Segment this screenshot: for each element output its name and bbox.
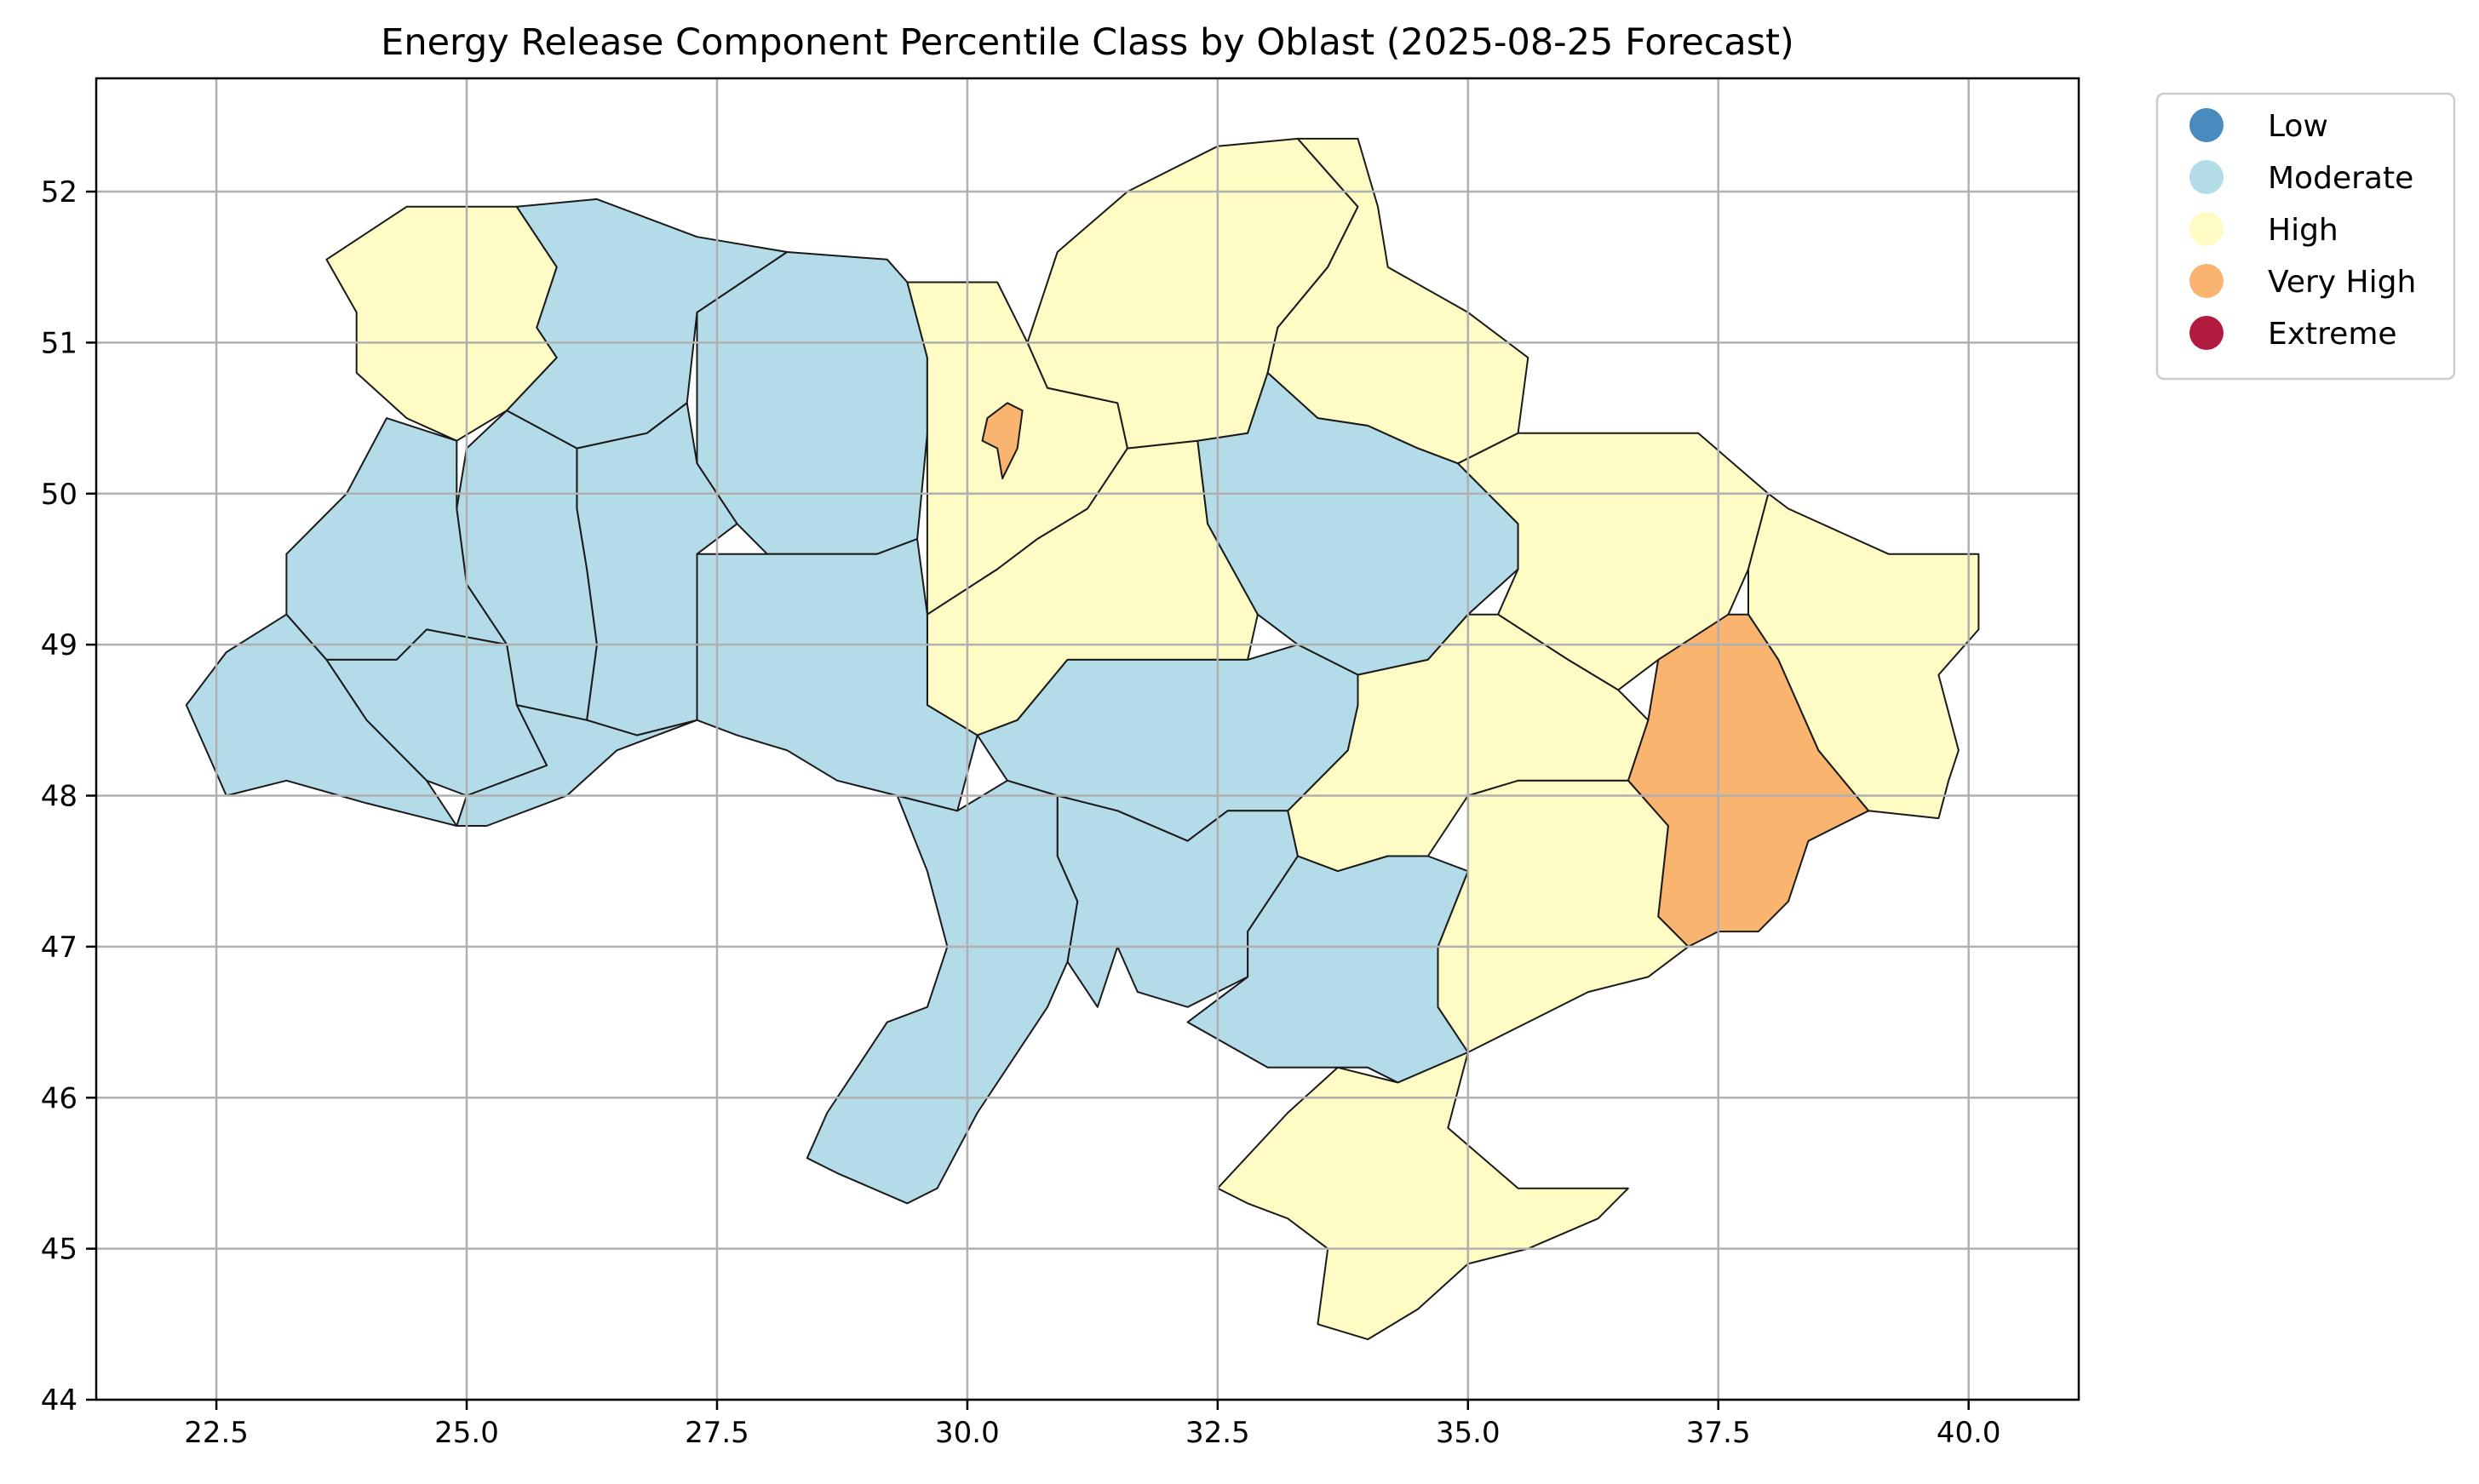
legend-marker bbox=[2189, 160, 2224, 194]
legend-label: Extreme bbox=[2268, 317, 2397, 352]
y-tick-label: 49 bbox=[41, 628, 77, 662]
y-tick-label: 45 bbox=[41, 1233, 77, 1267]
legend-box bbox=[2155, 92, 2456, 381]
y-tick-label: 48 bbox=[41, 780, 77, 814]
x-tick-label: 40.0 bbox=[1937, 1416, 2001, 1450]
x-tick-label: 27.5 bbox=[685, 1416, 749, 1450]
y-tick-label: 47 bbox=[41, 931, 77, 965]
x-tick-label: 22.5 bbox=[184, 1416, 249, 1450]
region-3-moderate bbox=[696, 251, 928, 555]
y-tick-label: 50 bbox=[41, 478, 77, 512]
legend-marker bbox=[2189, 212, 2224, 246]
legend-label: Moderate bbox=[2268, 161, 2413, 196]
x-tick-label: 30.0 bbox=[935, 1416, 1000, 1450]
plot-frame bbox=[95, 77, 2080, 1401]
legend-label: High bbox=[2268, 213, 2338, 248]
legend: Low Moderate High Very High Extreme bbox=[2155, 92, 2456, 381]
chart-title: Energy Release Component Percentile Clas… bbox=[381, 21, 1794, 64]
y-tick-label: 46 bbox=[41, 1081, 77, 1115]
x-tick-label: 32.5 bbox=[1185, 1416, 1250, 1450]
y-tick-label: 51 bbox=[41, 326, 77, 360]
legend-label: Low bbox=[2268, 109, 2328, 144]
x-tick-label: 35.0 bbox=[1436, 1416, 1501, 1450]
y-tick-label: 44 bbox=[41, 1384, 77, 1418]
ticks: 22.5 25.0 27.5 30.0 32.5 35.0 37.5 40.0 44 45 46 47… bbox=[41, 175, 2001, 1450]
legend-marker bbox=[2189, 316, 2224, 350]
x-tick-label: 37.5 bbox=[1686, 1416, 1751, 1450]
region-5-very-high bbox=[981, 402, 1024, 479]
plot-axes: 22.5 25.0 27.5 30.0 32.5 35.0 37.5 40.0 44 45 46 47… bbox=[41, 77, 2080, 1450]
legend-marker bbox=[2189, 264, 2224, 298]
y-tick-label: 52 bbox=[41, 175, 77, 209]
legend-marker bbox=[2189, 108, 2224, 142]
regions bbox=[185, 137, 1980, 1341]
legend-label: Very High bbox=[2268, 265, 2416, 300]
x-tick-label: 25.0 bbox=[434, 1416, 499, 1450]
region-19-moderate bbox=[696, 538, 978, 812]
region-25-moderate bbox=[185, 613, 458, 827]
